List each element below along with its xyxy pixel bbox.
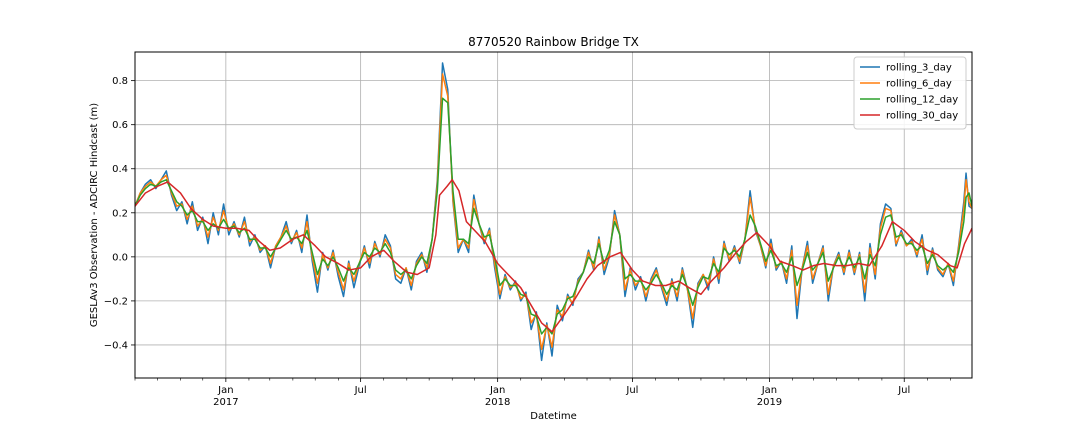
series-line-rolling-6-day [135,73,972,351]
y-tick-label: 0.4 [112,164,128,175]
series-line-rolling-3-day [135,62,972,362]
legend-label: rolling_30_day [886,111,958,122]
plot-frame [134,51,973,379]
x-tick-year-label: 2017 [213,397,238,408]
y-tick-label: 0.8 [112,76,128,87]
series-line-rolling-30-day [135,179,972,333]
legend-label: rolling_3_day [886,63,952,74]
y-tick-label: −0.4 [104,340,128,351]
series-line-rolling-12-day [135,97,972,335]
series-layer [135,62,972,362]
x-axis-label: Datetime [530,411,577,422]
y-tick-label: 0.2 [112,208,128,219]
x-tick-label: Jul [625,385,638,396]
y-axis-label: GESLAv3 Observation - ADCIRC Hindcast (m… [89,103,100,327]
x-tick-label: Jul [354,385,367,396]
legend: rolling_3_day rolling_6_day rolling_12_day… [853,56,967,130]
y-tick-label: 0.6 [112,120,128,131]
y-tick-label: 0.0 [112,252,128,263]
x-tick-label: Jan [217,385,233,396]
legend-box [853,56,967,130]
x-tick-label: Jan [489,385,505,396]
legend-label: rolling_6_day [886,79,952,90]
x-tick-year-label: 2019 [757,397,782,408]
y-axis: −0.4 −0.2 0.0 0.2 0.4 0.6 0.8 [104,76,135,351]
x-tick-label: Jan [761,385,777,396]
x-tick-year-label: 2018 [485,397,510,408]
grid-lines [135,52,972,378]
chart-title: 8770520 Rainbow Bridge TX [468,35,639,49]
legend-label: rolling_12_day [886,95,958,106]
y-tick-label: −0.2 [104,296,128,307]
x-tick-label: Jul [897,385,910,396]
